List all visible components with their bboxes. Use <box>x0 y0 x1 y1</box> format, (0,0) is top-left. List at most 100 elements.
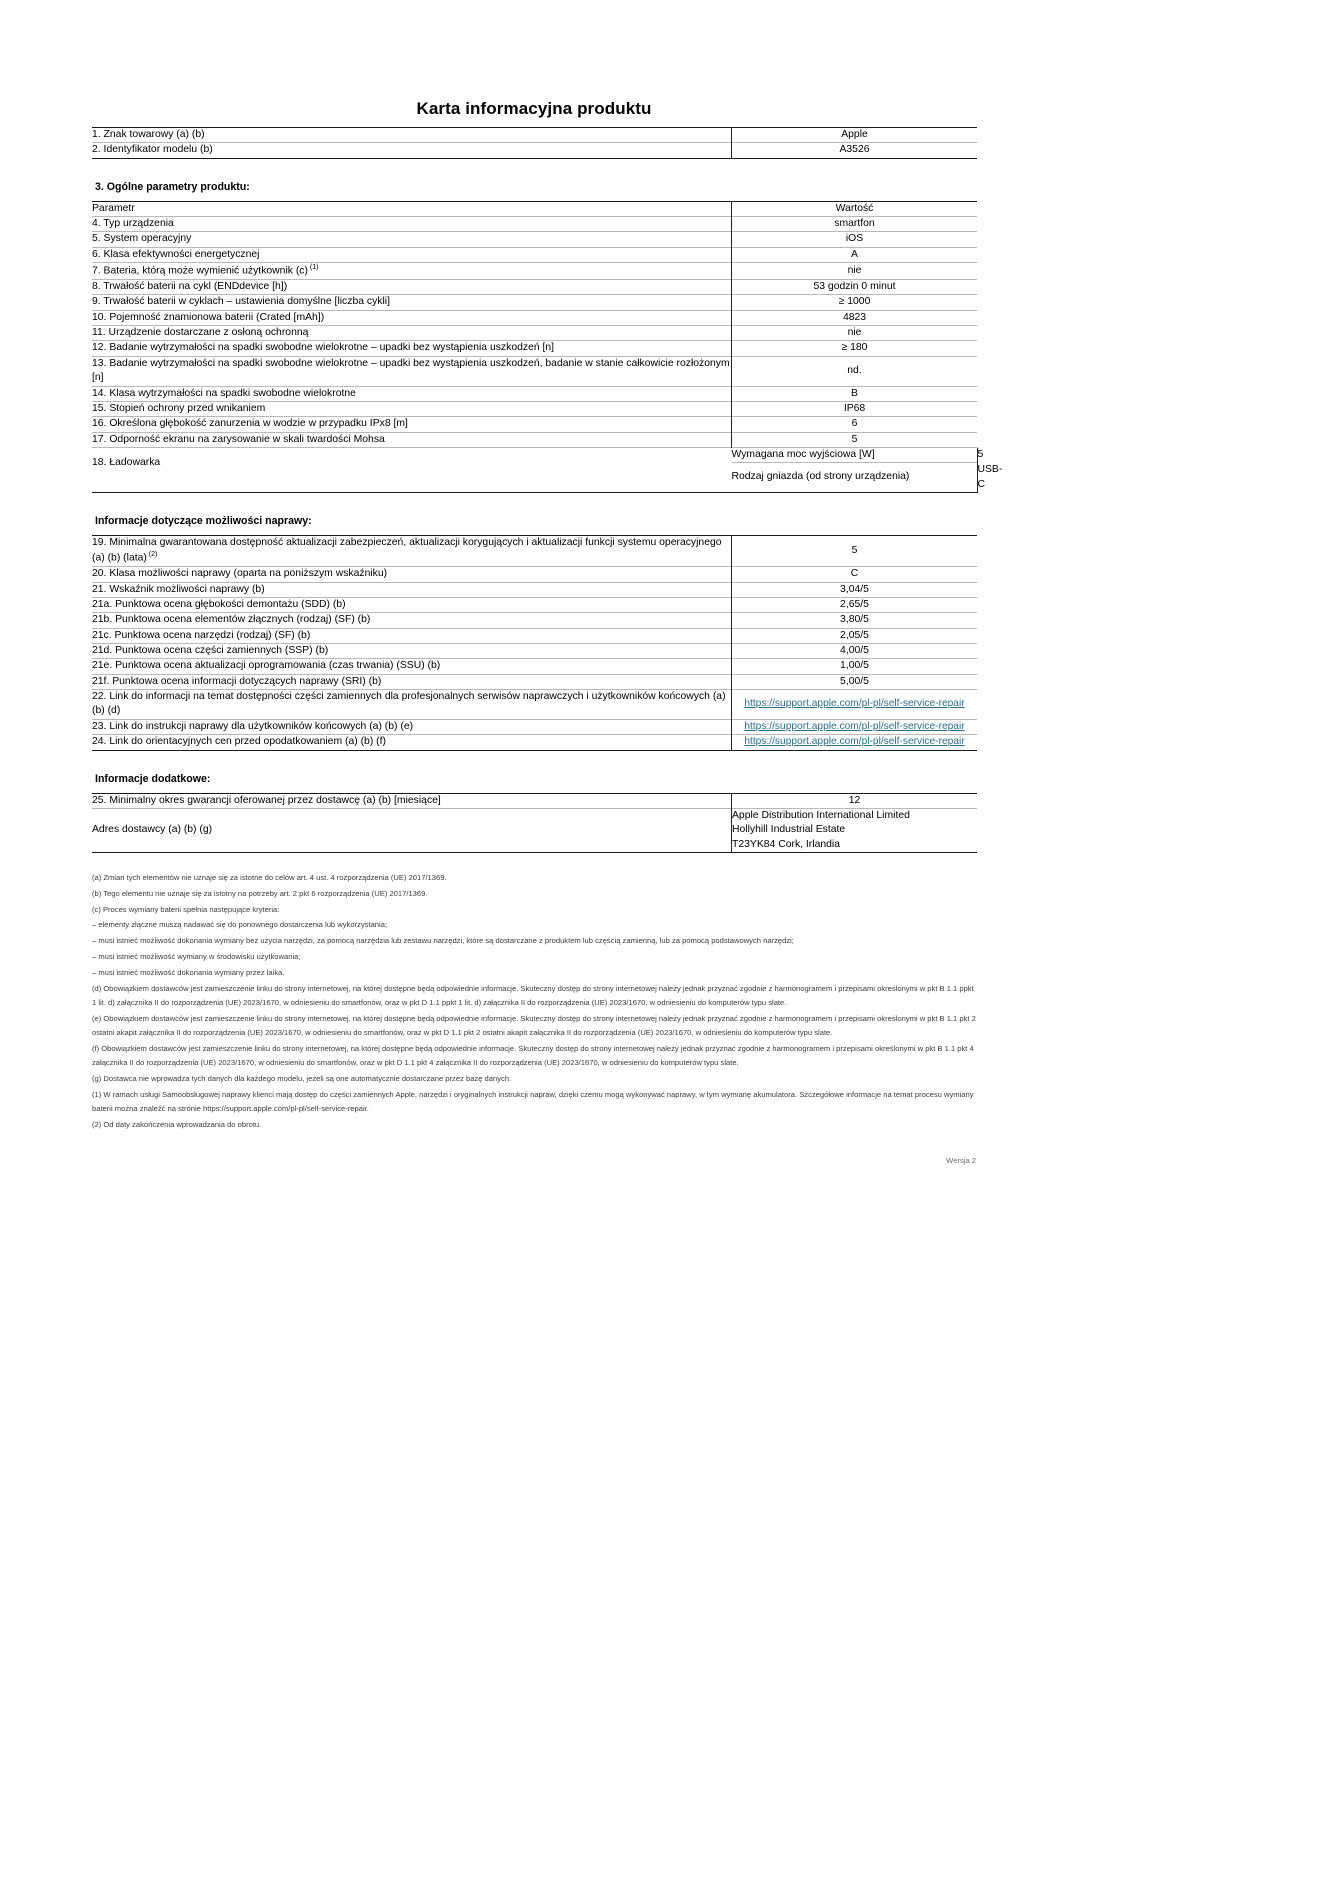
footnote-item: – elementy złączne muszą nadawać się do … <box>92 920 388 930</box>
row-label: 16. Określona głębokość zanurzenia w wod… <box>92 416 732 433</box>
row-label: 11. Urządzenie dostarczane z osłoną ochr… <box>92 325 732 341</box>
row-label: 21f. Punktowa ocena informacji dotyczący… <box>92 673 732 690</box>
supplier-address-label: Adres dostawcy (a) (b) (g) <box>92 807 732 853</box>
table-row: 13. Badanie wytrzymałości na spadki swob… <box>92 355 977 386</box>
table-row: 12. Badanie wytrzymałości na spadki swob… <box>92 340 977 357</box>
row-value: 4823 <box>731 309 977 326</box>
table-row: 21e. Punktowa ocena aktualizacji oprogra… <box>92 658 977 675</box>
table-row: 10. Pojemność znamionowa baterii (Crated… <box>92 309 977 326</box>
row-label: 13. Badanie wytrzymałości na spadki swob… <box>92 355 732 386</box>
table-row: 8. Trwałość baterii na cykl (ENDdevice [… <box>92 278 977 295</box>
row-value: ≥ 1000 <box>731 294 977 311</box>
row-value: 4,00/5 <box>731 642 977 659</box>
row-value: nd. <box>731 355 977 386</box>
row-label: 8. Trwałość baterii na cykl (ENDdevice [… <box>92 278 732 295</box>
row-label: 7. Bateria, którą może wymienić użytkown… <box>92 262 732 280</box>
table-row: 22. Link do informacji na temat dostępno… <box>92 689 977 720</box>
table-row: 14. Klasa wytrzymałości na spadki swobod… <box>92 385 977 402</box>
table-row: 20. Klasa możliwości naprawy (oparta na … <box>92 566 977 583</box>
row-value: 5 <box>731 431 977 448</box>
table-row: 6. Klasa efektywności energetycznej A <box>92 246 977 263</box>
row-label: 10. Pojemność znamionowa baterii (Crated… <box>92 309 732 326</box>
repair-link[interactable]: https://support.apple.com/pl-pl/self-ser… <box>744 720 965 732</box>
row-value: A <box>731 246 977 263</box>
footnote-item: (d) Obowiązkiem dostawców jest zamieszcz… <box>92 983 974 1007</box>
repair-information-table: 19. Minimalna gwarantowana dostępność ak… <box>92 535 977 751</box>
row-value: Wartość <box>731 200 977 217</box>
footnote-item: (a) Zmian tych elementów nie uznaje się … <box>92 872 447 882</box>
row-value: 1,00/5 <box>731 658 977 675</box>
row-value: IP68 <box>731 400 977 417</box>
supplier-address-row: Adres dostawcy (a) (b) (g) Apple Distribu… <box>92 807 977 853</box>
row-value: Apple <box>731 126 977 143</box>
repair-link[interactable]: https://support.apple.com/pl-pl/self-ser… <box>744 736 965 748</box>
row-label: 24. Link do orientacyjnych cen przed opo… <box>92 734 732 751</box>
row-value: ≥ 180 <box>731 340 977 357</box>
table-header-row: Parametr Wartość <box>92 200 977 217</box>
address-line: Hollyhill Industrial Estate <box>732 824 846 836</box>
footnote-item: – musi istnieć możliwość dokonania wymia… <box>92 936 794 946</box>
table-row: 19. Minimalna gwarantowana dostępność ak… <box>92 535 977 567</box>
row-value[interactable]: https://support.apple.com/pl-pl/self-ser… <box>731 718 977 735</box>
footnote-item: – musi istnieć możliwość wymiany w środo… <box>92 952 301 962</box>
row-value: iOS <box>731 231 977 248</box>
address-line: T23YK84 Cork, Irlandia <box>732 838 841 850</box>
table-row: 5. System operacyjny iOS <box>92 231 977 248</box>
row-value[interactable]: https://support.apple.com/pl-pl/self-ser… <box>731 689 977 720</box>
footnote-marker: (1) <box>307 264 319 272</box>
table-row: 21c. Punktowa ocena narzędzi (rodzaj) (S… <box>92 627 977 644</box>
row-value: nie <box>731 262 977 280</box>
footnote-item: (1) W ramach usługi Samoobsługowej napra… <box>92 1089 974 1113</box>
charger-sub-label: Wymagana moc wyjściowa [W] <box>731 446 977 463</box>
table-row: 25. Minimalny okres gwarancji oferowanej… <box>92 792 977 809</box>
page-title: Karta informacyjna produktu <box>416 99 652 118</box>
table-row: 15. Stopień ochrony przed wnikaniem IP68 <box>92 400 977 417</box>
row-value: 5 <box>731 535 977 567</box>
table-row: 21f. Punktowa ocena informacji dotyczący… <box>92 673 977 690</box>
table-row: Rodzaj gniazda (od strony urządzenia) USB… <box>92 462 1002 494</box>
row-value: 2,65/5 <box>731 596 977 613</box>
footnote-item: (f) Obowiązkiem dostawców jest zamieszcz… <box>92 1043 974 1068</box>
identification-table: 1. Znak towarowy (a) (b) Apple 2. Identyfi… <box>92 126 977 159</box>
footnote-item: (g) Dostawca nie wprowadza tych danych d… <box>92 1074 512 1084</box>
row-label: 14. Klasa wytrzymałości na spadki swobod… <box>92 385 732 402</box>
row-label: 20. Klasa możliwości naprawy (oparta na … <box>92 566 732 583</box>
row-label: 25. Minimalny okres gwarancji oferowanej… <box>92 792 732 809</box>
footnote-item: (c) Proces wymiany baterii spełnia nastę… <box>92 904 280 914</box>
row-value: 2,05/5 <box>731 627 977 644</box>
additional-information-table: 25. Minimalny okres gwarancji oferowanej… <box>92 792 977 853</box>
row-value: B <box>731 385 977 402</box>
table-row: 21b. Punktowa ocena elementów złącznych … <box>92 612 977 629</box>
row-value: 5,00/5 <box>731 673 977 690</box>
footnote-item: (e) Obowiązkiem dostawców jest zamieszcz… <box>92 1013 976 1037</box>
row-label: 15. Stopień ochrony przed wnikaniem <box>92 400 732 417</box>
row-label: 21d. Punktowa ocena części zamiennych (S… <box>92 642 732 659</box>
section-heading-general: 3. Ogólne parametry produktu: <box>95 180 250 193</box>
row-value: 3,80/5 <box>731 612 977 629</box>
row-label: 4. Typ urządzenia <box>92 216 732 232</box>
general-parameters-table: Parametr Wartość 4. Typ urządzenia smartfon… <box>92 200 1002 494</box>
row-label: 9. Trwałość baterii w cyklach – ustawien… <box>92 294 732 311</box>
row-label: 21e. Punktowa ocena aktualizacji oprogra… <box>92 658 732 675</box>
charger-sub-label: Rodzaj gniazda (od strony urządzenia) <box>731 462 977 494</box>
footnote-item: (2) Od daty zakończenia wprowadzania do … <box>92 1119 262 1129</box>
row-label: 12. Badanie wytrzymałości na spadki swob… <box>92 340 732 357</box>
row-label: 2. Identyfikator modelu (b) <box>92 142 732 159</box>
supplier-address-value: Apple Distribution International Limited… <box>731 807 977 853</box>
table-row: 16. Określona głębokość zanurzenia w wod… <box>92 416 977 433</box>
row-label: 5. System operacyjny <box>92 231 732 248</box>
row-value: 12 <box>731 792 977 809</box>
table-row: 24. Link do orientacyjnych cen przed opo… <box>92 734 977 751</box>
section-heading-additional: Informacje dodatkowe: <box>95 772 211 785</box>
row-label: 21a. Punktowa ocena głębokości demontażu… <box>92 596 732 613</box>
repair-link[interactable]: https://support.apple.com/pl-pl/self-ser… <box>744 698 965 710</box>
version-label: Wersja 2 <box>946 1155 976 1165</box>
table-row: 4. Typ urządzenia smartfon <box>92 216 977 232</box>
table-row: 21a. Punktowa ocena głębokości demontażu… <box>92 596 977 613</box>
table-row: 2. Identyfikator modelu (b) A3526 <box>92 142 977 159</box>
row-value[interactable]: https://support.apple.com/pl-pl/self-ser… <box>731 734 977 751</box>
row-label: 19. Minimalna gwarantowana dostępność ak… <box>92 535 732 567</box>
row-value: A3526 <box>731 142 977 159</box>
footnote-marker: (2) <box>146 551 158 559</box>
